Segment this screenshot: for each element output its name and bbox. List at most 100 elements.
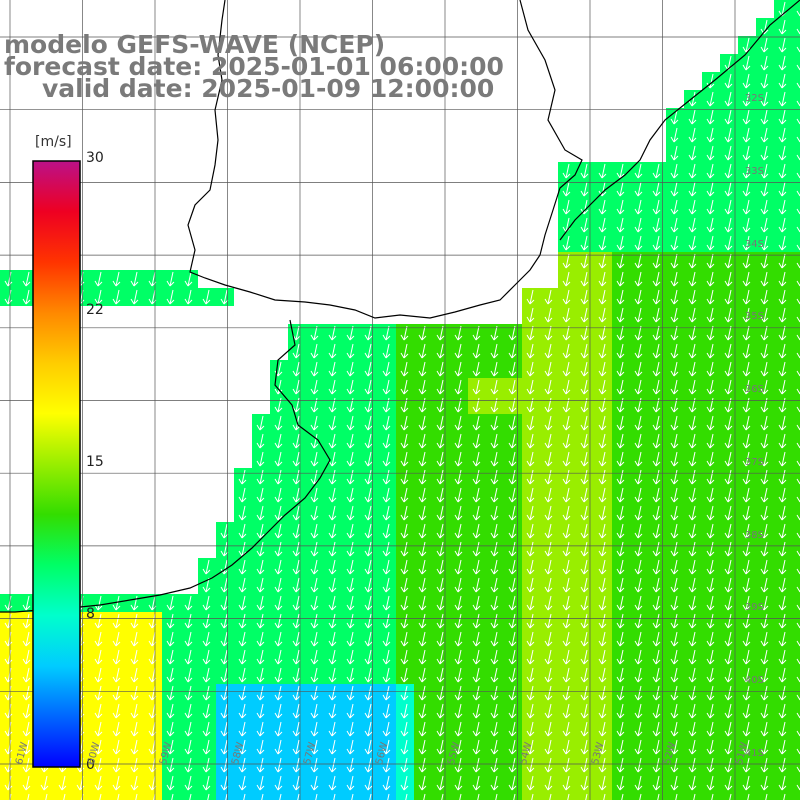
wind-arrow <box>454 379 463 395</box>
wind-arrow <box>256 505 265 521</box>
wind-arrow <box>598 253 607 269</box>
wind-arrow <box>760 721 769 737</box>
wind-arrow <box>544 379 553 395</box>
wind-cell <box>792 324 800 342</box>
wind-arrow <box>166 631 175 647</box>
wind-arrow <box>328 325 337 341</box>
wind-arrow <box>652 199 661 215</box>
wind-arrow <box>346 721 355 737</box>
wind-arrow <box>580 433 589 449</box>
wind-arrow <box>112 271 121 287</box>
wind-arrow <box>580 721 589 737</box>
wind-arrow <box>292 361 301 377</box>
wind-cell <box>792 306 800 324</box>
wind-arrow <box>598 739 607 755</box>
wind-arrow <box>634 325 643 341</box>
wind-arrow <box>688 289 697 305</box>
wind-arrow <box>562 487 571 503</box>
wind-cell <box>486 792 504 800</box>
wind-arrow <box>670 523 679 539</box>
wind-arrow <box>328 361 337 377</box>
wind-arrow <box>508 415 517 431</box>
wind-arrow <box>760 127 769 143</box>
wind-arrow <box>652 757 661 773</box>
wind-arrow <box>760 541 769 557</box>
wind-arrow <box>706 307 715 323</box>
wind-arrow <box>256 685 265 701</box>
wind-arrow <box>130 739 139 755</box>
wind-arrow <box>724 73 733 89</box>
wind-arrow <box>274 469 283 485</box>
wind-arrow <box>292 649 301 665</box>
wind-arrow <box>526 433 535 449</box>
wind-arrow <box>670 289 679 305</box>
wind-arrow <box>508 325 517 341</box>
wind-arrow <box>670 595 679 611</box>
wind-arrow <box>490 577 499 593</box>
wind-arrow <box>382 343 391 359</box>
wind-arrow <box>490 487 499 503</box>
wind-arrow <box>382 361 391 377</box>
wind-cell <box>792 72 800 90</box>
wind-arrow <box>634 523 643 539</box>
wind-arrow <box>364 415 373 431</box>
wind-arrow <box>688 685 697 701</box>
wind-arrow <box>202 577 211 593</box>
wind-arrow <box>310 451 319 467</box>
wind-arrow <box>490 469 499 485</box>
wind-arrow <box>400 631 409 647</box>
wind-arrow <box>778 487 787 503</box>
wind-arrow <box>292 775 301 791</box>
wind-arrow <box>742 109 751 125</box>
wind-arrow <box>634 469 643 485</box>
wind-arrow <box>526 523 535 539</box>
wind-arrow <box>490 721 499 737</box>
wind-arrow <box>742 595 751 611</box>
wind-arrow <box>616 289 625 305</box>
wind-arrow <box>670 739 679 755</box>
wind-arrow <box>742 91 751 107</box>
wind-cell <box>792 666 800 684</box>
wind-arrow <box>634 361 643 377</box>
wind-arrow <box>544 433 553 449</box>
wind-arrow <box>760 325 769 341</box>
wind-arrow <box>634 703 643 719</box>
wind-arrow <box>724 703 733 719</box>
wind-arrow <box>688 433 697 449</box>
wind-cell <box>792 540 800 558</box>
wind-arrow <box>742 73 751 89</box>
wind-arrow <box>274 577 283 593</box>
wind-arrow <box>580 415 589 431</box>
wind-arrow <box>292 685 301 701</box>
wind-arrow <box>166 595 175 611</box>
wind-cell <box>792 36 800 54</box>
wind-arrow <box>652 613 661 629</box>
wind-arrow <box>760 343 769 359</box>
wind-arrow <box>778 91 787 107</box>
wind-arrow <box>760 253 769 269</box>
wind-arrow <box>310 739 319 755</box>
wind-arrow <box>706 649 715 665</box>
wind-arrow <box>778 55 787 71</box>
wind-arrow <box>256 739 265 755</box>
wind-arrow <box>364 577 373 593</box>
wind-arrow <box>598 307 607 323</box>
wind-arrow <box>670 433 679 449</box>
wind-arrow <box>670 757 679 773</box>
wind-arrow <box>652 667 661 683</box>
wind-arrow <box>760 505 769 521</box>
wind-arrow <box>670 307 679 323</box>
wind-arrow <box>346 577 355 593</box>
wind-arrow <box>27 793 30 800</box>
wind-arrow <box>418 433 427 449</box>
wind-arrow <box>364 721 373 737</box>
wind-arrow <box>760 739 769 755</box>
wind-cell <box>270 792 288 800</box>
wind-arrow <box>472 577 481 593</box>
wind-cell <box>792 252 800 270</box>
wind-arrow <box>238 721 247 737</box>
wind-cell <box>792 720 800 738</box>
wind-arrow <box>724 505 733 521</box>
wind-arrow <box>706 163 715 179</box>
